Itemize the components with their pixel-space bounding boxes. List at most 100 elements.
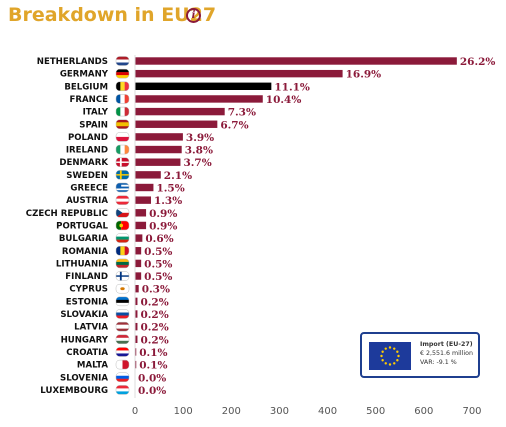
category-label: NETHERLANDS <box>37 57 108 67</box>
bar[interactable] <box>135 145 182 154</box>
bar[interactable] <box>135 234 143 242</box>
bar[interactable] <box>135 259 142 268</box>
value-label: 0.1% <box>139 360 167 372</box>
hungary-flag-icon <box>115 334 130 345</box>
category-label: LITHUANIA <box>56 259 108 269</box>
legend-change: VAR: -9.1 % <box>420 359 457 366</box>
bar[interactable] <box>135 322 138 331</box>
category-label: POLAND <box>68 133 108 143</box>
value-label: 6.7% <box>220 119 248 131</box>
category-label: PORTUGAL <box>56 221 108 231</box>
value-label: 16.9% <box>346 69 382 81</box>
bar[interactable] <box>135 133 183 141</box>
category-label: MALTA <box>77 361 108 371</box>
x-tick-label: 600 <box>414 406 433 417</box>
austria-flag-icon <box>115 195 130 205</box>
bar[interactable] <box>135 57 457 65</box>
value-label: 0.9% <box>149 208 177 220</box>
category-label: DENMARK <box>59 158 108 168</box>
category-label: GERMANY <box>60 70 109 80</box>
x-tick-label: 100 <box>174 406 193 417</box>
value-label: 26.2% <box>460 56 496 68</box>
bar[interactable] <box>135 348 137 356</box>
bar[interactable] <box>135 209 147 217</box>
bulgaria-flag-icon <box>115 233 130 243</box>
bar[interactable] <box>135 120 218 128</box>
bar[interactable] <box>135 69 343 78</box>
bar[interactable] <box>135 297 138 306</box>
value-label: 0.2% <box>140 322 168 334</box>
category-label: FRANCE <box>69 95 108 105</box>
value-label: 11.1% <box>274 81 310 93</box>
category-label: ITALY <box>83 108 109 118</box>
value-label: 0.0% <box>138 385 166 397</box>
value-label: 7.3% <box>228 107 256 119</box>
category-label: ESTONIA <box>66 297 109 307</box>
france-flag-icon <box>115 94 130 104</box>
category-label: CYPRUS <box>69 285 108 295</box>
latvia-flag-icon <box>115 321 130 332</box>
category-label: AUSTRIA <box>66 196 108 206</box>
sweden-flag-icon <box>115 170 130 180</box>
legend-heading: Import (EU-27) <box>420 341 473 348</box>
slovenia-flag-icon <box>115 372 130 382</box>
romania-flag-icon <box>115 246 130 256</box>
estonia-flag-icon <box>115 296 130 307</box>
bar[interactable] <box>135 360 137 369</box>
category-label: SLOVENIA <box>60 373 108 383</box>
bar[interactable] <box>135 171 161 179</box>
x-tick-label: 0 <box>132 406 138 417</box>
legend-box: Import (EU-27) € 2,551.6 million VAR: -9… <box>360 332 480 378</box>
value-label: 0.9% <box>149 220 177 232</box>
value-label: 0.5% <box>144 258 172 270</box>
x-tick-label: 300 <box>270 406 289 417</box>
bar[interactable] <box>135 247 142 255</box>
value-label: 3.7% <box>183 157 211 169</box>
finland-flag-icon <box>115 271 130 281</box>
value-label: 0.6% <box>145 233 173 245</box>
category-label: SPAIN <box>79 120 108 130</box>
czech-republic-flag-icon <box>115 208 130 218</box>
category-label: BELGIUM <box>64 82 108 92</box>
value-label: 0.5% <box>144 246 172 258</box>
cyprus-flag-icon <box>115 283 130 294</box>
bar[interactable] <box>135 221 147 230</box>
bar[interactable] <box>135 183 154 192</box>
value-label: 0.2% <box>140 334 168 346</box>
luxembourg-flag-icon <box>115 385 130 395</box>
category-label: BULGARIA <box>59 234 109 244</box>
bar[interactable] <box>135 82 272 90</box>
bar[interactable] <box>135 107 225 116</box>
poland-flag-icon <box>115 132 130 142</box>
category-label: HUNGARY <box>61 335 109 345</box>
category-label: SLOVAKIA <box>60 310 108 320</box>
bar[interactable] <box>135 158 181 166</box>
category-label: GREECE <box>70 184 108 194</box>
eu-flag-icon <box>369 342 411 370</box>
x-tick-label: 200 <box>222 406 241 417</box>
germany-flag-icon <box>115 68 130 79</box>
info-icon[interactable]: i <box>186 8 201 23</box>
value-label: 3.8% <box>185 145 213 157</box>
bar[interactable] <box>135 285 139 293</box>
legend-amount: € 2,551.6 million <box>420 350 474 357</box>
bar[interactable] <box>135 196 151 204</box>
value-label: 1.5% <box>156 183 184 195</box>
category-label: IRELAND <box>66 146 108 156</box>
bar[interactable] <box>135 310 138 318</box>
value-label: 0.1% <box>139 347 167 359</box>
category-label: LUXEMBOURG <box>40 386 108 396</box>
bar[interactable] <box>135 95 263 103</box>
netherlands-flag-icon <box>115 56 130 66</box>
malta-flag-icon <box>115 359 130 370</box>
bar[interactable] <box>135 335 138 343</box>
value-label: 0.5% <box>144 271 172 283</box>
category-label: SWEDEN <box>66 171 108 181</box>
bar[interactable] <box>135 272 142 280</box>
value-label: 3.9% <box>186 132 214 144</box>
x-tick-label: 400 <box>318 406 337 417</box>
value-label: 0.3% <box>142 284 170 296</box>
category-label: LATVIA <box>74 323 108 333</box>
chart-title: Breakdown in EU27 <box>8 4 217 26</box>
